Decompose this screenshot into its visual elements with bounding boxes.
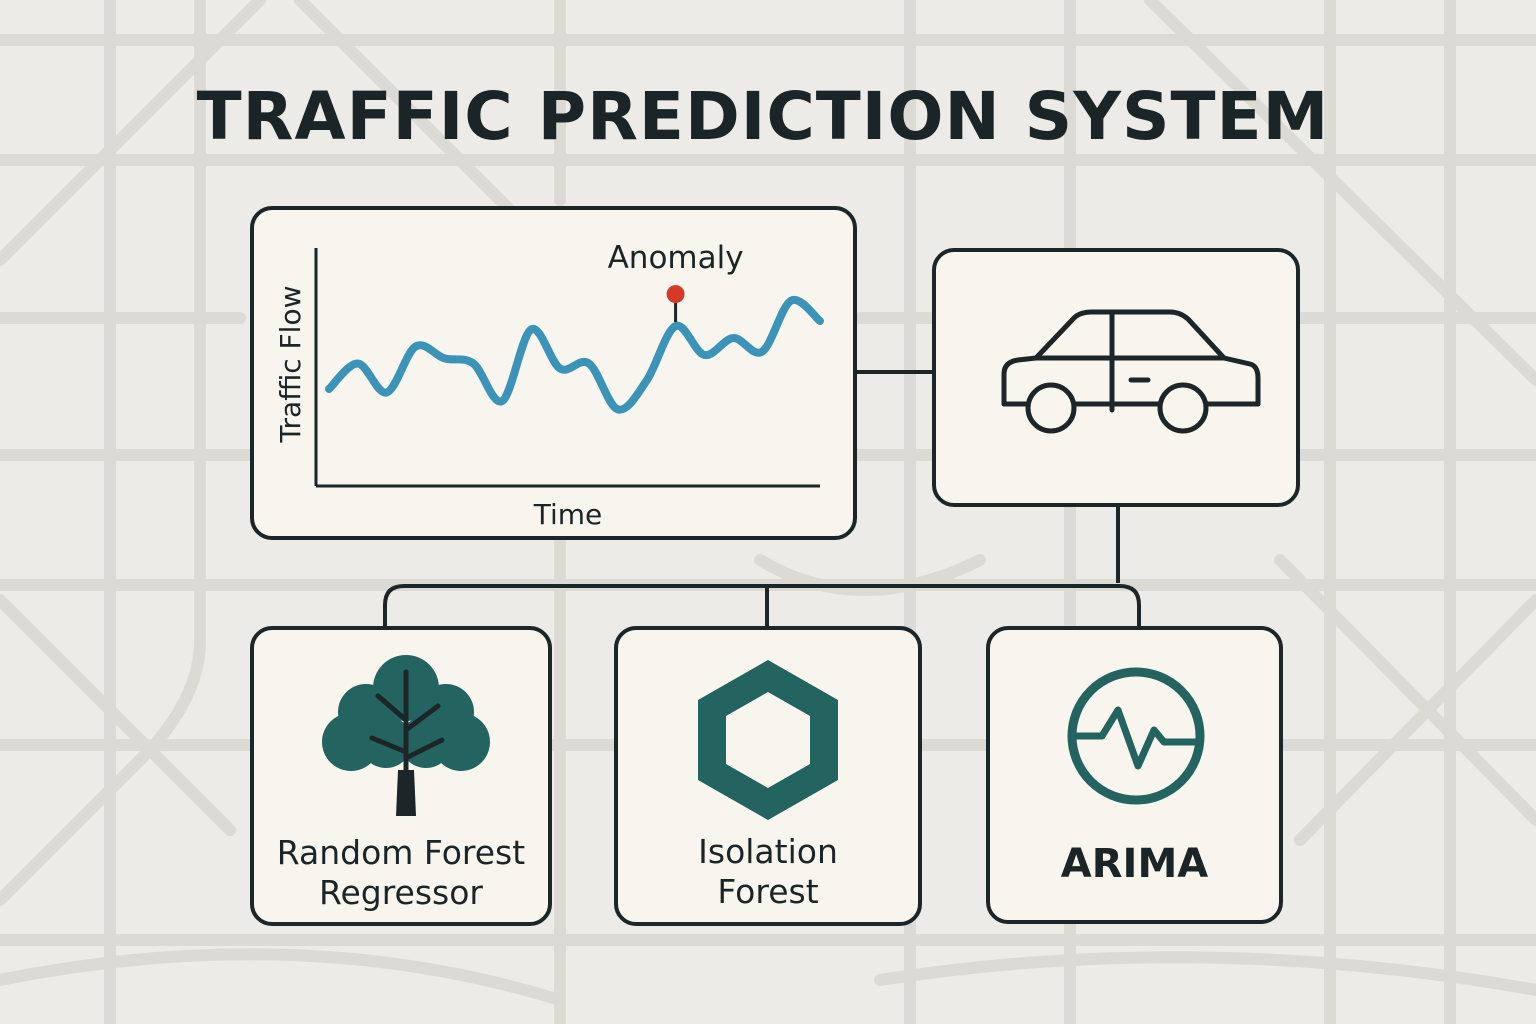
model-label-isolation-forest: Isolation Forest [698, 832, 838, 911]
vehicle-panel [932, 248, 1300, 507]
signal-circle-icon [1067, 667, 1205, 805]
model-card-random-forest: Random Forest Regressor [250, 626, 552, 926]
page-title: TRAFFIC PREDICTION SYSTEM [196, 78, 1330, 155]
x-axis-label: Time [533, 498, 603, 531]
traffic-flow-line [325, 295, 824, 414]
tree-icon [322, 655, 490, 816]
traffic-flow-chart: Traffic Flow Time Anomaly [274, 240, 824, 531]
model-label-random-forest: Random Forest Regressor [276, 833, 526, 912]
traffic-chart-panel: Traffic Flow Time Anomaly [250, 206, 857, 540]
model-label-arima: ARIMA [1060, 841, 1209, 887]
hexagon-icon [698, 660, 838, 820]
y-axis-label: Traffic Flow [274, 286, 307, 444]
model-card-arima: ARIMA [986, 626, 1283, 924]
anomaly-marker [666, 285, 685, 304]
car-icon [1001, 309, 1261, 434]
anomaly-label: Anomaly [608, 240, 744, 276]
model-card-isolation-forest: Isolation Forest [614, 626, 922, 926]
